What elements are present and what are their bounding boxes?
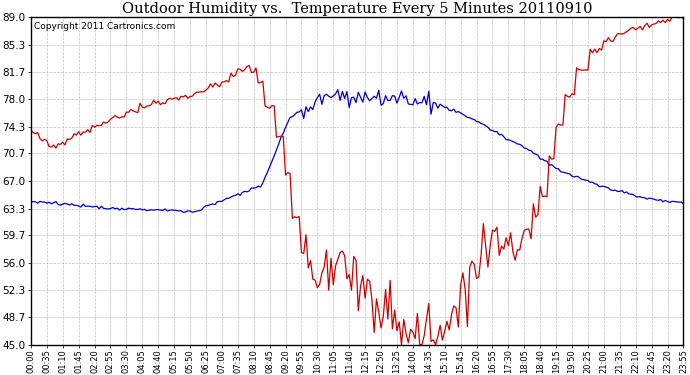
Text: Copyright 2011 Cartronics.com: Copyright 2011 Cartronics.com <box>34 22 175 31</box>
Title: Outdoor Humidity vs.  Temperature Every 5 Minutes 20110910: Outdoor Humidity vs. Temperature Every 5… <box>122 2 593 16</box>
